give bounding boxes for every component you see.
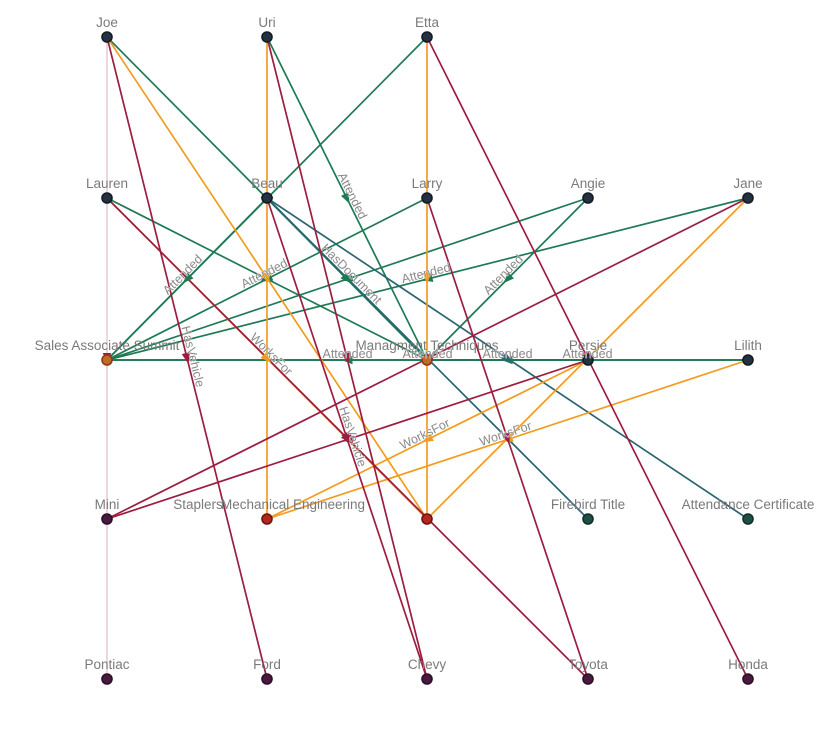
node-label-pontiac: Pontiac (84, 657, 129, 672)
edge-label-lilith-mt: Attended (562, 347, 612, 361)
arrowhead-uri-chevy (341, 352, 350, 364)
node-mt[interactable] (421, 354, 433, 366)
node-mecheng[interactable] (421, 513, 433, 525)
node-label-ford: Ford (253, 657, 281, 672)
node-ford[interactable] (261, 673, 273, 685)
node-jane[interactable] (742, 192, 754, 204)
arrowhead-angie-sas (341, 273, 354, 282)
edge-label-lauren-mecheng: WorksFor (247, 330, 295, 378)
node-label-staplers: Staplers (173, 497, 223, 512)
edge-label-persie-mt: Attended (482, 347, 532, 361)
edge-label-persie-sas: Attended (322, 347, 372, 361)
edge-label-joe-ford: HasVehicle (178, 325, 207, 389)
node-pontiac[interactable] (101, 673, 113, 685)
node-lauren[interactable] (101, 192, 113, 204)
arrowhead-persie-staplers (422, 433, 434, 443)
arrowhead-persie-mini (341, 433, 354, 442)
node-persie[interactable] (582, 354, 594, 366)
arrowhead-joe-ford (181, 352, 190, 364)
node-label-mecheng: Mechanical Engineering (221, 497, 365, 512)
arrowhead-beau-ac (501, 352, 513, 362)
node-staplers[interactable] (261, 513, 273, 525)
node-label-toyota: Toyota (568, 657, 608, 672)
arrowhead-beau-sas (182, 272, 194, 284)
arrowhead-uri-mt (341, 192, 350, 204)
edge-label-lilith-sas: Attended (402, 347, 452, 361)
node-label-larry: Larry (412, 176, 443, 191)
arrowhead-lauren-mecheng (260, 351, 272, 363)
edge-label-persie-staplers: WorksFor (398, 416, 453, 453)
node-chevy[interactable] (421, 673, 433, 685)
node-label-lauren: Lauren (86, 176, 128, 191)
node-angie[interactable] (582, 192, 594, 204)
node-label-ac: Attendance Certificate (682, 497, 815, 512)
node-label-ft: Firebird Title (551, 497, 625, 512)
node-label-chevy: Chevy (408, 657, 447, 672)
node-lilith[interactable] (742, 354, 754, 366)
node-etta[interactable] (421, 31, 433, 43)
node-label-sas: Sales Associate Summit (35, 338, 180, 353)
node-label-persie: Persie (569, 338, 607, 353)
node-label-joe: Joe (96, 15, 118, 30)
edge-label-beau-chevy: HasVehicle (336, 405, 369, 469)
node-label-lilith: Lilith (734, 338, 762, 353)
node-label-mini: Mini (95, 497, 120, 512)
edge-label-jane-sas: Attended (400, 260, 452, 286)
node-label-mt: Managment Techniques (355, 338, 498, 353)
node-mini[interactable] (101, 513, 113, 525)
node-uri[interactable] (261, 31, 273, 43)
node-label-uri: Uri (258, 15, 275, 30)
node-joe[interactable] (101, 31, 113, 43)
node-sas[interactable] (101, 354, 113, 366)
node-toyota[interactable] (582, 673, 594, 685)
node-label-angie: Angie (571, 176, 606, 191)
edge-label-angie-mt: Attended (481, 252, 526, 297)
edge-label-lilith-staplers: WorksFor (478, 419, 534, 449)
arrowhead-etta-mecheng (422, 273, 432, 284)
node-larry[interactable] (421, 192, 433, 204)
node-honda[interactable] (742, 673, 754, 685)
node-label-etta: Etta (415, 15, 440, 30)
arrowhead-larry-toyota (501, 432, 510, 445)
node-ft[interactable] (582, 513, 594, 525)
node-ac[interactable] (742, 513, 754, 525)
node-label-beau: Beau (251, 176, 283, 191)
edge-label-uri-mt: Attended (335, 170, 370, 221)
arrowhead-angie-mt (503, 272, 515, 284)
node-label-jane: Jane (733, 176, 762, 191)
node-beau[interactable] (261, 192, 273, 204)
node-label-honda: Honda (728, 657, 768, 672)
arrowhead-uri-staplers (262, 273, 272, 284)
